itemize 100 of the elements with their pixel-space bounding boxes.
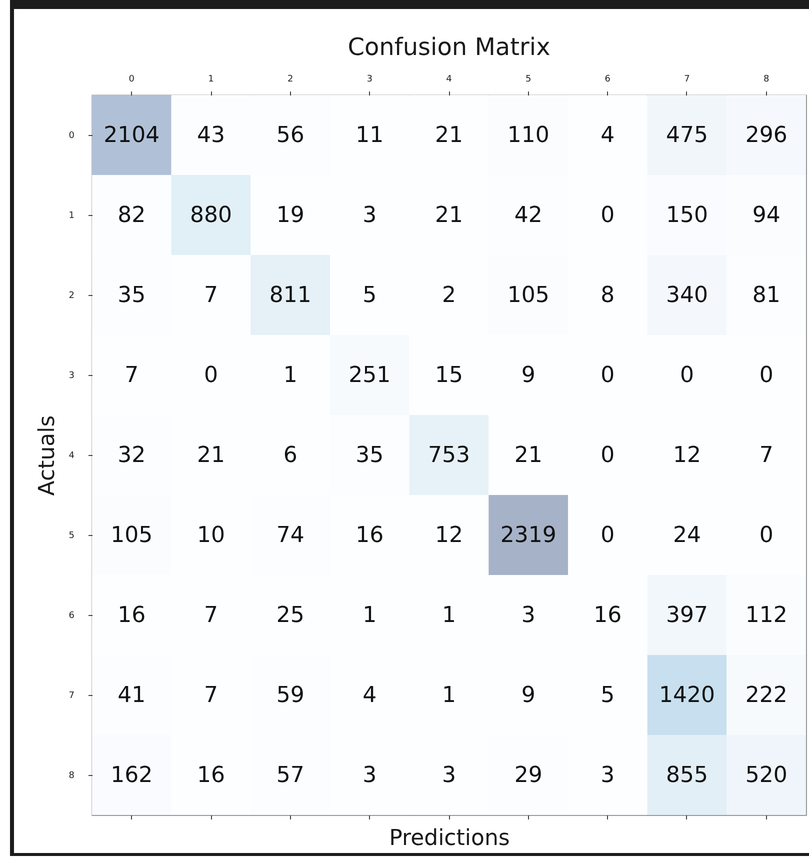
data-label: 397 [666, 603, 708, 628]
data-label: 1 [442, 603, 456, 628]
data-label: 6 [283, 443, 298, 468]
data-label: 105 [507, 283, 550, 308]
data-label: 16 [118, 603, 146, 628]
chart-title: Confusion Matrix [348, 33, 550, 61]
data-label: 59 [276, 683, 304, 708]
data-label: 21 [197, 443, 225, 468]
data-label: 15 [435, 363, 463, 388]
data-label: 811 [269, 283, 312, 308]
data-label: 8 [600, 283, 615, 308]
data-label: 855 [666, 763, 708, 788]
data-label: 340 [666, 283, 708, 308]
data-label: 1420 [659, 683, 715, 708]
y-tick-label: 2 [68, 291, 74, 301]
data-label: 753 [428, 443, 470, 468]
x-tick-label: 2 [287, 74, 294, 84]
data-label: 1 [362, 603, 377, 628]
x-tick-label: 3 [366, 74, 373, 84]
x-tick-label: 5 [525, 74, 532, 84]
data-label: 25 [276, 603, 304, 628]
data-label: 0 [759, 363, 774, 388]
data-label: 2 [442, 283, 456, 308]
data-label: 150 [666, 203, 708, 228]
data-label: 0 [600, 523, 615, 548]
x-tick-label: 8 [763, 74, 770, 84]
data-label: 16 [197, 763, 225, 788]
data-label: 10 [197, 523, 225, 548]
data-label: 94 [752, 203, 780, 228]
data-label: 112 [745, 603, 788, 628]
data-label: 296 [745, 123, 788, 148]
data-label: 42 [514, 203, 542, 228]
x-tick-label: 7 [684, 74, 690, 84]
data-label: 74 [276, 523, 304, 548]
data-label: 5 [362, 283, 377, 308]
data-label: 0 [600, 363, 615, 388]
data-label: 21 [514, 443, 542, 468]
data-label: 2319 [500, 523, 556, 548]
data-label: 1 [442, 683, 456, 708]
x-tick-label: 0 [128, 74, 135, 84]
y-tick-label: 5 [68, 531, 74, 541]
data-label: 251 [348, 363, 391, 388]
y-tick-label: 4 [68, 451, 75, 461]
data-label: 19 [276, 203, 304, 228]
data-label: 82 [118, 203, 146, 228]
data-label: 4 [362, 683, 377, 708]
data-label: 7 [204, 683, 218, 708]
x-axis-title: Predictions [389, 826, 510, 851]
data-label: 3 [600, 763, 615, 788]
data-label: 3 [362, 763, 377, 788]
data-label: 4 [600, 123, 615, 148]
x-tick-label: 4 [446, 74, 452, 84]
y-tick-label: 3 [68, 371, 74, 381]
data-label: 16 [356, 523, 384, 548]
y-tick-label: 7 [68, 691, 74, 701]
data-label: 0 [600, 203, 615, 228]
data-label: 41 [118, 683, 146, 708]
y-axis-title: Actuals [34, 415, 60, 496]
data-label: 21 [435, 203, 463, 228]
y-tick-label: 8 [68, 771, 75, 781]
data-label: 0 [204, 363, 218, 388]
data-label: 3 [521, 603, 536, 628]
data-label: 43 [197, 123, 225, 148]
data-label: 7 [759, 443, 774, 468]
data-label: 35 [118, 283, 146, 308]
data-label: 9 [521, 363, 536, 388]
data-label: 81 [752, 283, 780, 308]
data-label: 7 [124, 363, 139, 388]
data-label: 12 [435, 523, 463, 548]
data-label: 5 [600, 683, 615, 708]
data-label: 11 [356, 123, 384, 148]
y-tick-label: 6 [68, 611, 75, 621]
data-label: 0 [680, 363, 694, 388]
data-label: 2104 [104, 123, 160, 148]
data-label: 29 [514, 763, 542, 788]
data-label: 56 [276, 123, 304, 148]
data-label: 9 [521, 683, 536, 708]
data-label: 110 [507, 123, 550, 148]
data-label: 222 [745, 683, 788, 708]
data-label: 16 [594, 603, 622, 628]
data-label: 0 [759, 523, 774, 548]
data-label: 12 [673, 443, 701, 468]
data-label: 880 [190, 203, 232, 228]
data-label: 57 [276, 763, 304, 788]
data-label: 105 [110, 523, 153, 548]
data-label: 3 [362, 203, 377, 228]
data-label: 32 [118, 443, 146, 468]
data-label: 24 [673, 523, 701, 548]
data-label: 1 [283, 363, 298, 388]
data-label: 21 [435, 123, 463, 148]
x-tick-label: 1 [208, 74, 214, 84]
data-label: 0 [600, 443, 615, 468]
data-label: 35 [356, 443, 384, 468]
data-label: 162 [110, 763, 153, 788]
data-label: 7 [204, 603, 218, 628]
data-label: 475 [666, 123, 708, 148]
data-label: 3 [442, 763, 456, 788]
data-label: 520 [745, 763, 788, 788]
y-tick-label: 1 [68, 211, 74, 221]
y-tick-label: 0 [68, 131, 75, 141]
